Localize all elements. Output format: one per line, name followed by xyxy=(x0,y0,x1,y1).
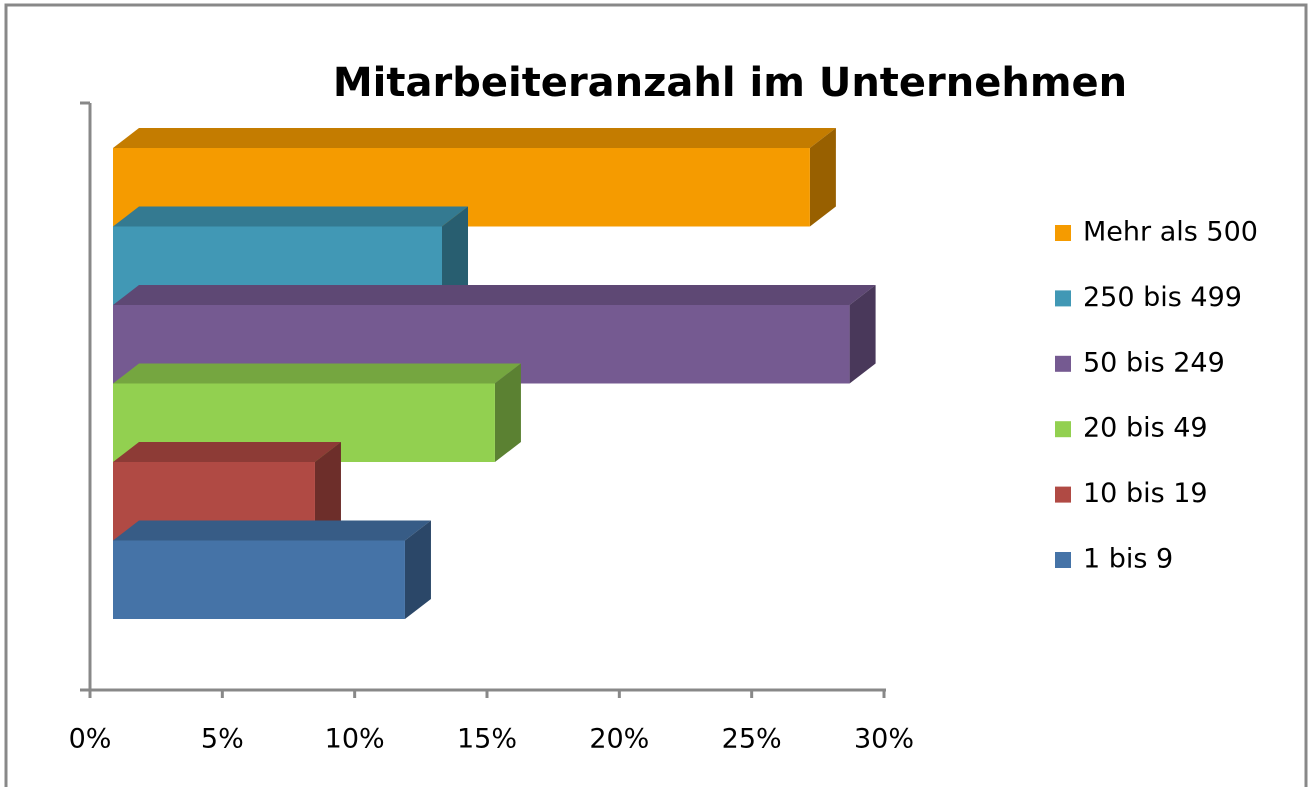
bar-top xyxy=(113,442,341,462)
legend-label: 50 bis 249 xyxy=(1083,347,1225,378)
legend-swatch xyxy=(1055,552,1071,568)
bar-top xyxy=(113,206,469,227)
legend-label: 250 bis 499 xyxy=(1083,282,1242,313)
chart-title: Mitarbeiteranzahl im Unternehmen xyxy=(333,60,1127,106)
bar-top xyxy=(113,520,431,541)
legend-swatch xyxy=(1055,421,1071,438)
legend-label: Mehr als 500 xyxy=(1083,217,1258,248)
bar-side xyxy=(404,520,431,619)
bar xyxy=(113,540,405,619)
x-tick-label: 5% xyxy=(201,724,244,755)
x-tick-label: 30% xyxy=(854,724,914,755)
bar-side xyxy=(314,442,341,541)
legend-label: 10 bis 19 xyxy=(1083,478,1208,509)
legend-swatch xyxy=(1055,225,1071,241)
x-tick-label: 10% xyxy=(325,724,385,755)
bar-side xyxy=(849,285,876,384)
bar-top xyxy=(113,128,836,148)
bar-side xyxy=(809,128,836,227)
x-tick-label: 25% xyxy=(722,724,782,755)
legend-swatch xyxy=(1055,290,1071,307)
legend-label: 1 bis 9 xyxy=(1083,544,1173,575)
legend-swatch xyxy=(1055,355,1071,372)
bar-side xyxy=(442,206,469,305)
bar-side xyxy=(494,363,521,462)
legend-label: 20 bis 49 xyxy=(1083,413,1208,444)
x-tick-label: 0% xyxy=(69,724,112,755)
x-tick-label: 20% xyxy=(589,724,649,755)
legend-swatch xyxy=(1055,486,1071,503)
x-tick-label: 15% xyxy=(457,724,517,755)
bar-top xyxy=(113,363,521,384)
bar-top xyxy=(113,285,876,305)
